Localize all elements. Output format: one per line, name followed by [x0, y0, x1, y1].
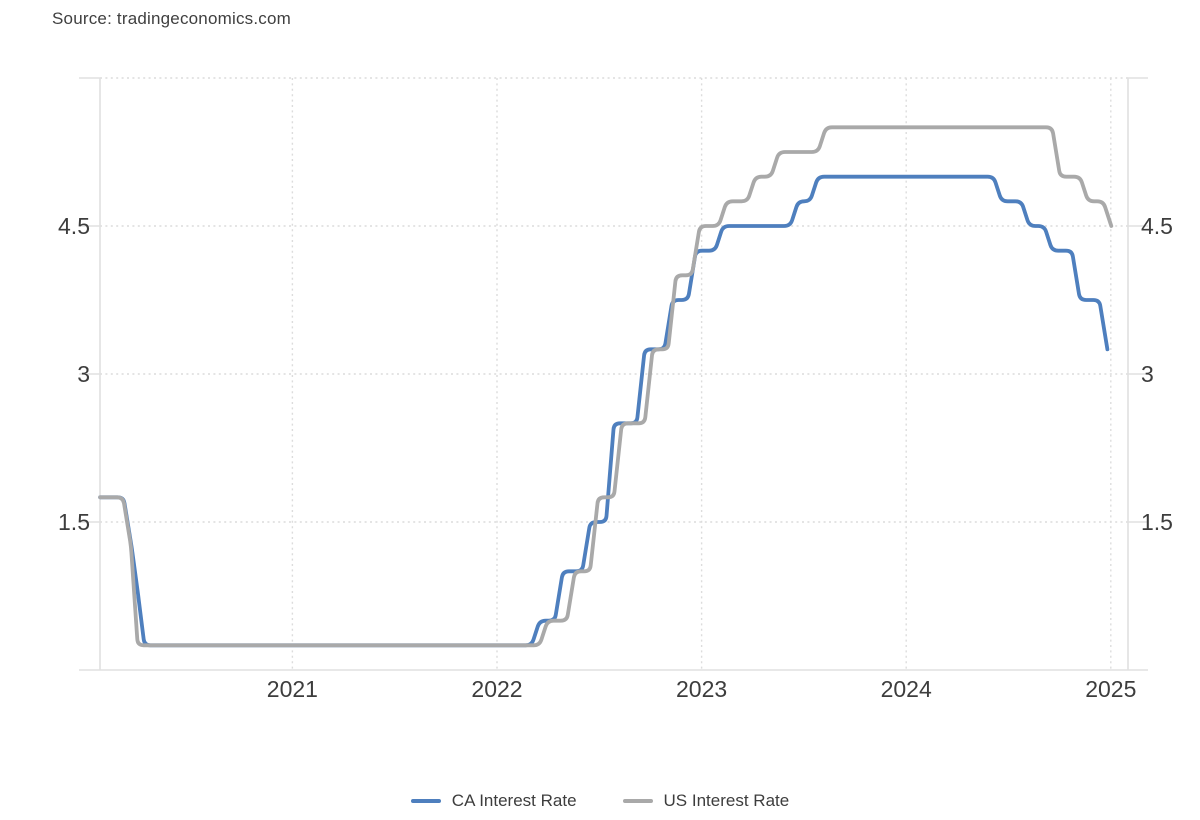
- legend-item-us[interactable]: US Interest Rate: [622, 791, 790, 811]
- x-axis-tick-label: 2022: [471, 676, 523, 702]
- x-axis-tick-label: 2021: [266, 676, 318, 702]
- source-label: Source: tradingeconomics.com: [52, 9, 291, 28]
- legend-label-ca: CA Interest Rate: [451, 791, 577, 810]
- y-axis-label-left: 4.5: [58, 213, 90, 239]
- y-axis-label-left: 3: [77, 361, 90, 387]
- x-axis-tick-label: 2023: [676, 676, 728, 702]
- ca-line-swatch-icon: [410, 799, 441, 803]
- y-axis-label-left: 1.5: [58, 509, 90, 535]
- ca-interest-rate-line: [98, 174, 1110, 648]
- legend-label-us: US Interest Rate: [663, 791, 790, 810]
- us-line-swatch-icon: [622, 799, 653, 803]
- legend: CA Interest Rate US Interest Rate: [0, 791, 1200, 811]
- us-interest-rate-line: [98, 125, 1114, 648]
- x-axis-tick-label: 2025: [1085, 676, 1137, 702]
- y-axis-label-right: 4.5: [1141, 213, 1173, 239]
- x-axis-tick-label: 2024: [880, 676, 932, 702]
- interest-rate-chart: [79, 77, 1148, 671]
- y-axis-label-right: 3: [1141, 361, 1154, 387]
- y-axis-label-right: 1.5: [1141, 509, 1173, 535]
- legend-item-ca[interactable]: CA Interest Rate: [410, 791, 577, 811]
